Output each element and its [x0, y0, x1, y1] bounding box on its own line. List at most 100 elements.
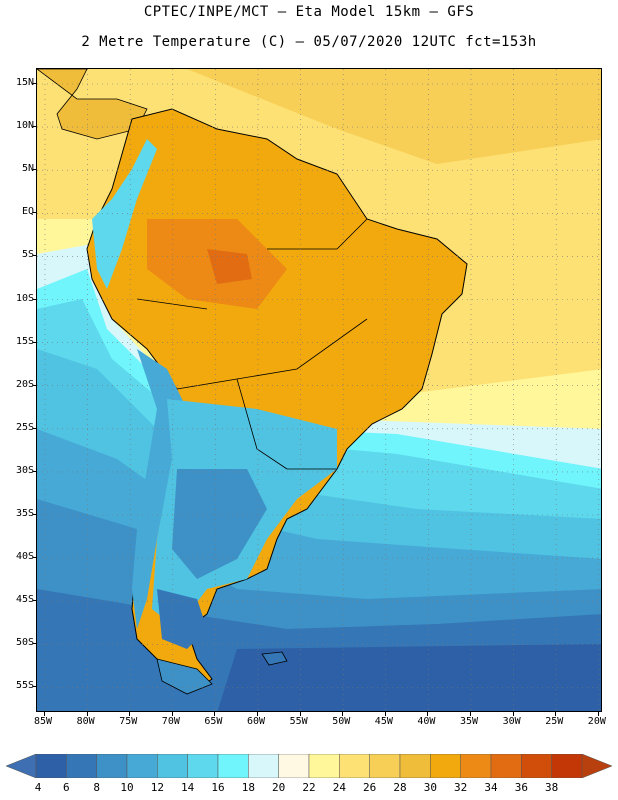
lon-tick: [257, 712, 258, 716]
lon-label: 70W: [161, 716, 180, 727]
lon-label: 35W: [460, 716, 479, 727]
lat-tick: [33, 643, 37, 645]
lon-label: 40W: [417, 716, 436, 727]
legend-swatch: [521, 754, 552, 778]
legend-swatch: [187, 754, 219, 778]
map-title: CPTEC/INPE/MCT – Eta Model 15km – GFS: [143, 4, 475, 20]
lat-tick: [33, 427, 37, 429]
lat-tick: [33, 298, 37, 300]
legend-tick-label: 24: [332, 781, 346, 794]
lat-label: 35S: [15, 508, 34, 519]
map-subtitle: 2 Metre Temperature (C) – 05/07/2020 12U…: [81, 34, 537, 50]
lat-label: 50S: [15, 637, 34, 649]
lat-tick: [33, 514, 37, 515]
legend-swatch: [66, 754, 97, 778]
legend-high-arrow: [581, 754, 612, 778]
lon-label: 55W: [289, 716, 308, 727]
lat-tick: [33, 384, 37, 386]
legend-swatch: [126, 754, 158, 778]
ocean-warm-north: [187, 69, 601, 164]
legend-tick-label: 38: [545, 781, 559, 794]
amazon-hottest-core: [207, 249, 252, 284]
legend-swatch: [278, 754, 310, 778]
lon-tick: [171, 712, 173, 716]
lon-label: 30W: [502, 716, 521, 727]
legend-tick-label: 10: [120, 781, 134, 794]
lon-label: 20W: [587, 716, 606, 727]
ocean-band-4: [217, 644, 601, 711]
lon-tick: [342, 712, 344, 716]
legend-tick-label: 20: [272, 781, 286, 794]
lon-label: 45W: [374, 716, 393, 727]
lon-tick: [86, 712, 88, 716]
legend-tick-label: 22: [302, 781, 316, 794]
legend-swatch: [369, 754, 401, 778]
country-borders: [136, 218, 368, 470]
central-america-landmass: [37, 69, 148, 140]
legend-swatch: [157, 754, 188, 778]
lat-label: 55S: [15, 680, 34, 692]
legend-tick-label: 34: [484, 781, 498, 794]
legend-swatch: [399, 754, 431, 778]
legend-swatch: [460, 754, 492, 778]
lon-tick: [299, 712, 301, 716]
legend-tick-label: 18: [241, 781, 255, 794]
lon-label: 50W: [332, 716, 351, 727]
lon-tick: [129, 712, 131, 716]
lat-label: EQ: [21, 206, 34, 218]
falkland-islands: [261, 651, 288, 666]
lon-tick: [597, 712, 599, 716]
lat-label: 15N: [15, 77, 34, 88]
lat-label: 40S: [15, 551, 34, 563]
legend-low-arrow: [6, 754, 37, 778]
lat-label: 10S: [15, 292, 34, 304]
lat-label: 20S: [15, 378, 34, 390]
lat-label: 5S: [21, 249, 34, 261]
legend-swatch: [248, 754, 279, 778]
lon-label: 85W: [34, 716, 53, 727]
lat-tick: [33, 169, 37, 171]
color-legend-bar: [6, 754, 612, 778]
temperature-map: [36, 68, 602, 712]
legend-swatch: [96, 754, 128, 778]
lat-label: 5N: [21, 163, 34, 175]
lon-tick: [44, 712, 45, 716]
legend-tick-label: 36: [514, 781, 528, 794]
northern-andes: [92, 139, 157, 289]
lon-label: 80W: [76, 716, 95, 727]
lat-tick: [33, 600, 37, 602]
lat-tick: [33, 255, 37, 257]
lon-tick: [512, 712, 514, 716]
lon-tick: [427, 712, 429, 716]
lon-tick: [214, 712, 216, 716]
legend-swatch: [551, 754, 583, 778]
lat-label: 10N: [15, 120, 34, 132]
legend-tick-label: 26: [363, 781, 377, 794]
tierra-del-fuego: [156, 658, 213, 695]
lat-tick: [33, 557, 37, 559]
legend-tick-label: 32: [454, 781, 468, 794]
legend-swatch: [35, 754, 67, 778]
lat-tick: [33, 212, 37, 214]
lat-tick: [33, 83, 37, 84]
lat-tick: [33, 126, 37, 128]
legend-tick-label: 14: [181, 781, 195, 794]
patagonia-cold: [172, 469, 267, 579]
legend-tick-label: 30: [423, 781, 437, 794]
lon-label: 60W: [247, 716, 266, 727]
lat-label: 15S: [15, 335, 34, 347]
lat-tick: [33, 341, 37, 343]
legend-tick-label: 28: [393, 781, 407, 794]
lat-tick: [33, 470, 37, 472]
lat-tick: [33, 686, 37, 688]
lon-tick: [555, 712, 557, 716]
legend-tick-label: 8: [93, 781, 100, 794]
legend-swatch: [490, 754, 522, 778]
lat-label: 30S: [15, 464, 34, 476]
lon-label: 65W: [204, 716, 223, 727]
legend-tick-label: 6: [63, 781, 70, 794]
lon-label: 75W: [119, 716, 138, 727]
legend-swatch: [217, 754, 249, 778]
lon-label: 25W: [545, 716, 564, 727]
legend-swatch: [339, 754, 370, 778]
